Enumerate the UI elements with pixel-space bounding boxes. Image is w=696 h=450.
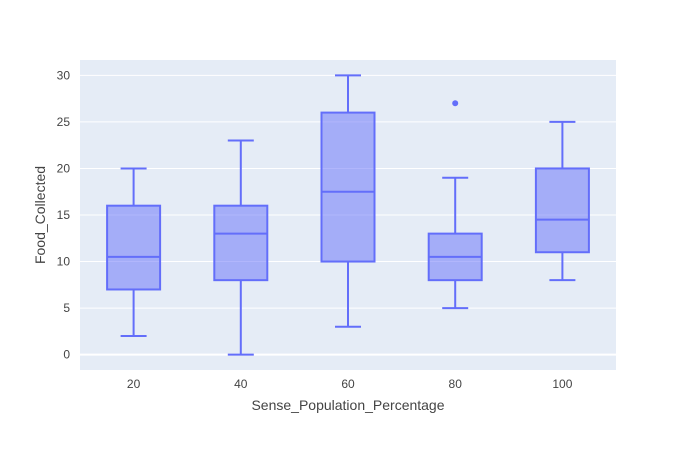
y-axis-ticks: 0 5 10 15 20 25 30 <box>57 68 71 361</box>
x-axis-title: Sense_Population_Percentage <box>251 397 444 413</box>
x-tick-label: 100 <box>552 377 572 391</box>
box-iqr <box>106 204 162 291</box>
box-group <box>213 139 269 356</box>
box-iqr <box>320 111 376 263</box>
boxes <box>106 74 590 356</box>
x-tick-label: 40 <box>234 377 248 391</box>
box-group <box>106 167 162 338</box>
x-axis-ticks: 20 40 60 80 100 <box>127 377 573 391</box>
x-tick-label: 20 <box>127 377 141 391</box>
outlier-point <box>452 100 459 107</box>
y-tick-label: 25 <box>57 115 71 129</box>
y-tick-label: 5 <box>63 301 70 315</box>
box-group <box>534 120 590 282</box>
x-tick-label: 60 <box>341 377 355 391</box>
box-group <box>320 74 376 328</box>
y-tick-label: 0 <box>63 348 70 362</box>
y-tick-label: 30 <box>57 68 71 82</box>
x-tick-label: 80 <box>449 377 463 391</box>
y-tick-label: 20 <box>57 161 71 175</box>
y-tick-label: 10 <box>57 255 71 269</box>
box-iqr <box>534 167 590 254</box>
box-iqr <box>213 204 269 282</box>
y-axis-title: Food_Collected <box>32 166 48 264</box>
box-group <box>427 100 483 310</box>
y-tick-label: 15 <box>57 208 71 222</box>
